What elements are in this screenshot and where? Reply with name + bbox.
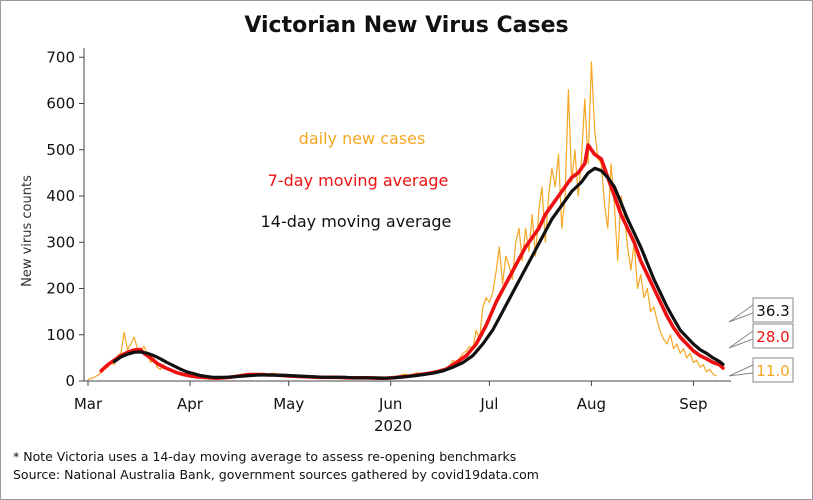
chart-title: Victorian New Virus Cases <box>244 13 569 38</box>
end-value-label: 28.0 <box>756 328 789 346</box>
fourteen-day-average-line <box>112 166 725 380</box>
footnote-source: Source: National Australia Bank, governm… <box>13 467 539 482</box>
y-tick-label: 700 <box>46 48 75 66</box>
y-tick-label: 200 <box>46 280 75 298</box>
x-axis-label: 2020 <box>374 417 413 435</box>
x-tick-label: Apr <box>177 395 204 413</box>
end-value-tag: 36.3 <box>728 297 794 323</box>
y-tick-label: 400 <box>46 187 75 205</box>
end-value-box <box>752 357 794 383</box>
line-chart: 0 100 200 300 400 500 600 700 Mar Apr May Jun Jul Au… <box>46 48 794 413</box>
end-value-box <box>752 323 794 349</box>
y-tick-label: 600 <box>46 95 75 113</box>
end-value-label: 36.3 <box>756 302 789 320</box>
end-value-pointer <box>728 330 754 349</box>
y-tick-label: 100 <box>46 326 75 344</box>
end-value-label: 11.0 <box>756 362 789 380</box>
end-value-tag: 28.0 <box>728 323 794 349</box>
y-tick-label: 500 <box>46 141 75 159</box>
axes <box>79 48 731 386</box>
x-tick-label: Sep <box>679 395 707 413</box>
end-value-labels: 36.3 28.0 11.0 <box>728 297 794 383</box>
y-tick-label: 0 <box>65 372 75 390</box>
series-annotations: daily new cases 7-day moving average 14-da… <box>261 129 452 231</box>
end-value-box <box>752 297 794 323</box>
x-tick-label: Aug <box>577 395 606 413</box>
x-tick-labels: Mar Apr May Jun Jul Aug Sep <box>74 395 708 413</box>
footnote-note: * Note Victoria uses a 14-day moving ave… <box>13 449 517 464</box>
fourteen-day-annotation: 14-day moving average <box>261 212 452 231</box>
x-tick-label: Jul <box>479 395 498 413</box>
x-tick-label: Jun <box>378 395 402 413</box>
end-value-tag: 11.0 <box>728 357 794 383</box>
y-tick-labels: 0 100 200 300 400 500 600 700 <box>46 48 75 390</box>
x-tick-label: Mar <box>74 395 103 413</box>
daily-cases-annotation: daily new cases <box>299 129 426 148</box>
series-lines <box>87 61 725 381</box>
x-tick-label: May <box>273 395 304 413</box>
seven-day-annotation: 7-day moving average <box>268 171 449 190</box>
end-value-pointer <box>728 304 754 323</box>
end-value-pointer <box>728 364 754 377</box>
y-tick-label: 300 <box>46 233 75 251</box>
